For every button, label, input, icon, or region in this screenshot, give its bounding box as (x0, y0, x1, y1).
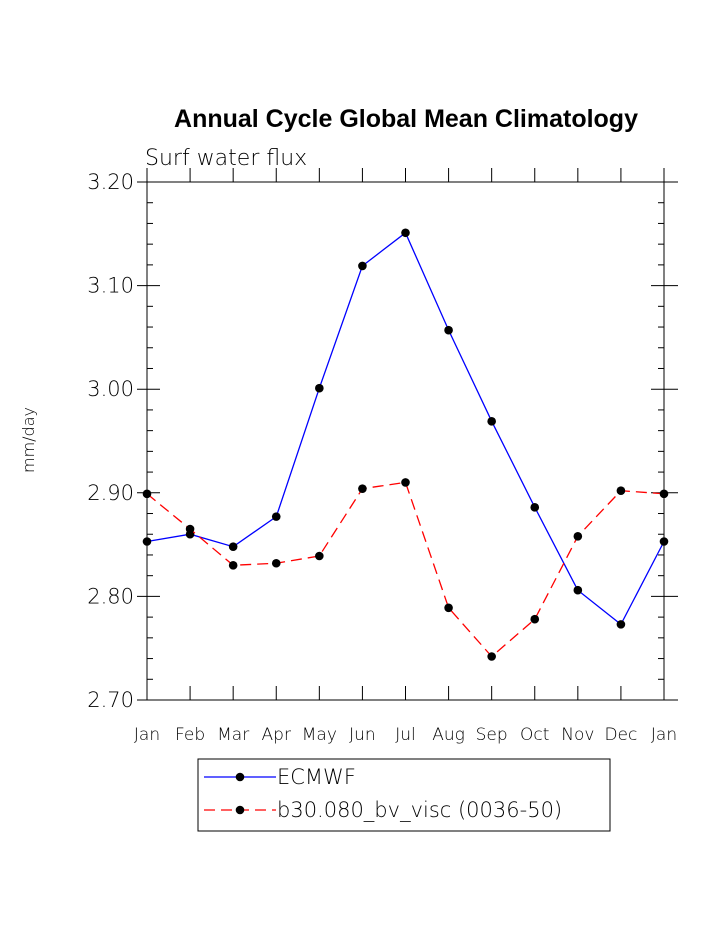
data-point (573, 585, 583, 595)
data-point (271, 558, 281, 568)
y-tick-labels: 2.70 2.80 2.90 3.00 3.10 3.20 (87, 170, 134, 712)
data-point (530, 503, 540, 512)
plot-frame (146, 181, 665, 701)
data-point (401, 228, 410, 238)
y-tick-label: 3.00 (87, 377, 134, 401)
x-tick-label: Aug (432, 725, 465, 745)
data-point (358, 261, 367, 271)
y-tick-label: 2.70 (87, 688, 134, 712)
data-point (573, 532, 583, 541)
data-point (444, 603, 453, 613)
y-tick-label: 3.10 (87, 274, 134, 298)
x-tick-label: May (302, 725, 337, 745)
legend-marker (235, 805, 245, 815)
x-tick-label: Oct (520, 725, 549, 745)
data-point (659, 537, 669, 546)
data-point (401, 478, 410, 487)
x-tick-label: Jan (651, 725, 677, 745)
chart-title: Annual Cycle Global Mean Climatology (174, 105, 638, 133)
data-point (530, 614, 540, 624)
data-point (315, 551, 324, 561)
legend: ECMWF b30.080_bv_visc (0036-50) (197, 758, 611, 832)
data-point (142, 489, 152, 499)
legend-label: ECMWF (277, 765, 356, 789)
series-1 (142, 228, 669, 629)
data-point (228, 561, 238, 570)
legend-label: b30.080_bv_visc (0036-50) (277, 798, 562, 822)
y-tick-label: 2.80 (87, 584, 134, 608)
series-line (146, 481, 665, 658)
x-tick-label: Jan (134, 725, 160, 745)
series-layer (142, 228, 669, 661)
data-point (142, 537, 152, 546)
data-point (616, 620, 626, 629)
data-point (487, 652, 496, 661)
data-point (616, 486, 626, 496)
x-tick-label: Nov (561, 725, 594, 745)
x-tick-label: Jul (395, 725, 416, 745)
data-point (358, 484, 367, 493)
axis-ticks (137, 168, 678, 701)
data-point (444, 325, 453, 335)
series-2 (142, 478, 669, 661)
x-tick-label: Jun (349, 725, 376, 745)
x-tick-label: Apr (262, 725, 291, 745)
chart-subtitle: Surf water flux (145, 146, 307, 171)
legend-box (197, 758, 611, 832)
legend-marker (235, 772, 245, 782)
x-tick-label: Feb (175, 725, 205, 745)
series-line (146, 231, 665, 626)
y-tick-label: 3.20 (87, 170, 134, 194)
x-tick-label: Sep (476, 725, 508, 745)
y-tick-label: 2.90 (87, 481, 134, 505)
data-point (185, 524, 195, 534)
x-tick-label: Dec (604, 725, 637, 745)
data-point (487, 417, 496, 426)
data-point (271, 512, 281, 521)
data-point (659, 489, 669, 499)
y-axis-label: mm/day (19, 407, 38, 473)
x-tick-label: Mar (217, 725, 249, 745)
x-tick-labels: Jan Feb Mar Apr May Jun Jul Aug Sep Oct Nov Dec Jan (134, 725, 677, 745)
data-point (228, 542, 238, 551)
data-point (315, 383, 324, 393)
